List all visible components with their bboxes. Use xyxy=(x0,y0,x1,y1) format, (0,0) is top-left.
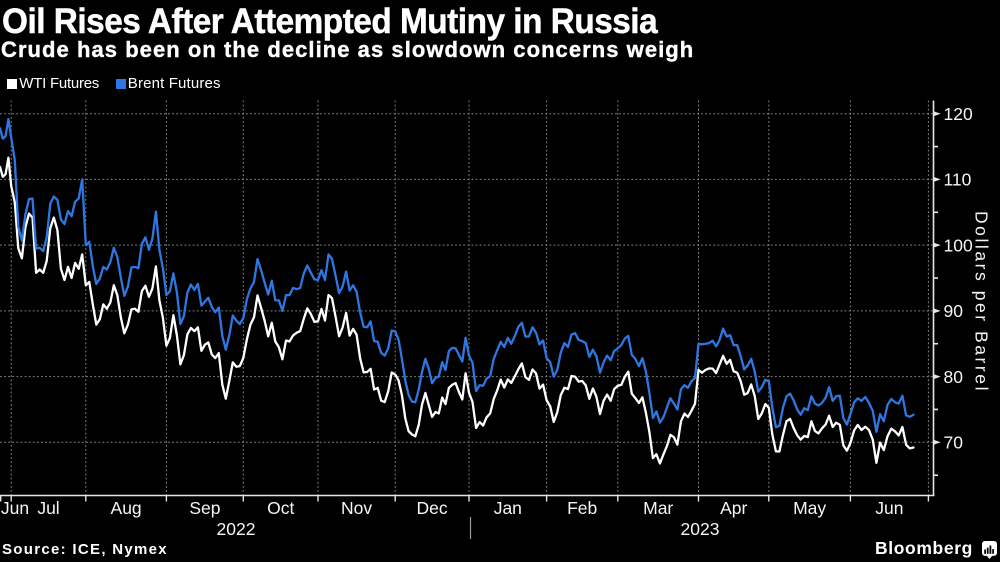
svg-text:2023: 2023 xyxy=(681,519,720,539)
svg-text:100: 100 xyxy=(944,235,973,255)
svg-text:110: 110 xyxy=(944,170,972,190)
svg-text:Jun: Jun xyxy=(1,498,29,518)
svg-text:Jul: Jul xyxy=(37,498,59,518)
svg-text:Jan: Jan xyxy=(494,498,522,518)
svg-text:Dollars per Barrel: Dollars per Barrel xyxy=(972,211,992,393)
svg-text:Jun: Jun xyxy=(875,498,903,518)
svg-text:70: 70 xyxy=(944,433,964,453)
svg-text:2022: 2022 xyxy=(217,519,256,539)
svg-text:Aug: Aug xyxy=(111,498,142,518)
svg-text:Nov: Nov xyxy=(341,498,372,518)
svg-text:Dec: Dec xyxy=(417,498,448,518)
svg-text:90: 90 xyxy=(944,301,964,321)
svg-text:Mar: Mar xyxy=(643,498,673,518)
svg-text:Feb: Feb xyxy=(567,498,597,518)
svg-text:May: May xyxy=(793,498,826,518)
svg-text:80: 80 xyxy=(944,367,964,387)
svg-text:Sep: Sep xyxy=(189,498,220,518)
svg-text:120: 120 xyxy=(944,104,973,124)
svg-text:Oct: Oct xyxy=(267,498,294,518)
svg-text:Apr: Apr xyxy=(720,498,747,518)
